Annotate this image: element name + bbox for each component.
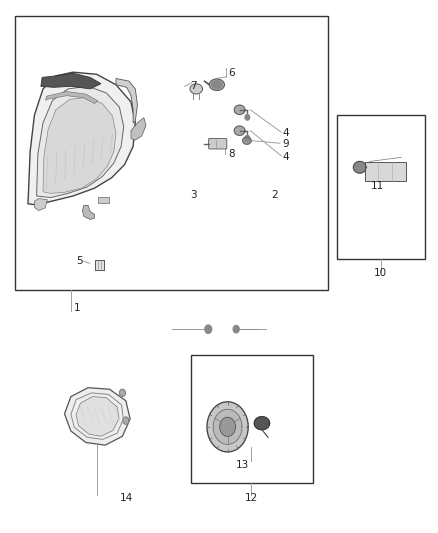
- Text: 4: 4: [282, 128, 289, 138]
- Polygon shape: [220, 417, 235, 437]
- Polygon shape: [212, 80, 222, 88]
- Polygon shape: [205, 325, 212, 333]
- Polygon shape: [123, 417, 129, 424]
- Text: 3: 3: [190, 190, 197, 200]
- Polygon shape: [233, 326, 239, 333]
- Text: 14: 14: [120, 493, 133, 503]
- Polygon shape: [41, 73, 101, 89]
- Text: 9: 9: [282, 139, 289, 149]
- Bar: [337, 115, 425, 259]
- Polygon shape: [64, 387, 130, 445]
- Bar: [191, 356, 314, 483]
- Text: 1: 1: [74, 303, 81, 313]
- Polygon shape: [43, 97, 116, 193]
- Polygon shape: [234, 126, 245, 135]
- Text: 5: 5: [76, 256, 83, 266]
- Polygon shape: [243, 137, 251, 144]
- Polygon shape: [207, 402, 248, 452]
- Polygon shape: [46, 92, 98, 103]
- Text: 4: 4: [282, 152, 289, 162]
- Polygon shape: [76, 397, 119, 436]
- Bar: [98, 197, 109, 203]
- Polygon shape: [35, 199, 47, 211]
- Polygon shape: [190, 84, 202, 94]
- Text: 12: 12: [244, 493, 258, 503]
- FancyBboxPatch shape: [208, 139, 227, 149]
- Text: 8: 8: [229, 149, 235, 159]
- Polygon shape: [209, 79, 224, 91]
- Polygon shape: [353, 161, 366, 173]
- Polygon shape: [131, 118, 146, 140]
- Text: 7: 7: [190, 82, 197, 91]
- Text: 10: 10: [374, 268, 387, 278]
- Bar: [15, 16, 328, 290]
- Polygon shape: [28, 72, 135, 205]
- Polygon shape: [254, 417, 270, 430]
- Bar: [95, 260, 104, 270]
- Polygon shape: [36, 86, 124, 198]
- Polygon shape: [245, 115, 250, 120]
- Bar: [365, 161, 406, 181]
- Polygon shape: [213, 409, 242, 445]
- Polygon shape: [82, 205, 95, 220]
- Text: 2: 2: [272, 190, 278, 200]
- Polygon shape: [116, 78, 138, 123]
- Text: 6: 6: [229, 68, 235, 78]
- Polygon shape: [120, 389, 125, 397]
- Polygon shape: [234, 105, 245, 115]
- Polygon shape: [245, 135, 250, 141]
- Text: 13: 13: [236, 460, 249, 470]
- Text: 11: 11: [371, 181, 385, 190]
